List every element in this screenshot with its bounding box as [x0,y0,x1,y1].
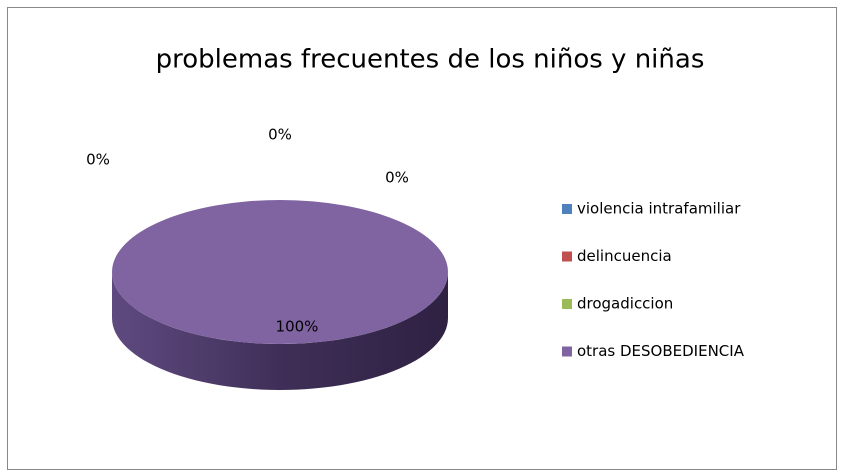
legend-label: violencia intrafamiliar [577,200,741,218]
legend-swatch [562,204,572,214]
pie-slice [112,200,448,344]
legend-label: drogadiccion [577,295,673,313]
data-label: 0% [86,151,110,169]
legend-swatch [562,299,572,309]
data-label: 100% [276,318,319,336]
data-label: 0% [385,169,409,187]
chart-title: problemas frecuentes de los niños y niña… [156,45,705,75]
legend-swatch [562,251,572,262]
legend-label: delincuencia [577,247,672,265]
legend-swatch [562,346,572,357]
data-label: 0% [268,126,292,144]
legend-label: otras DESOBEDIENCIA [577,342,745,360]
pie-slice-side [112,272,448,390]
